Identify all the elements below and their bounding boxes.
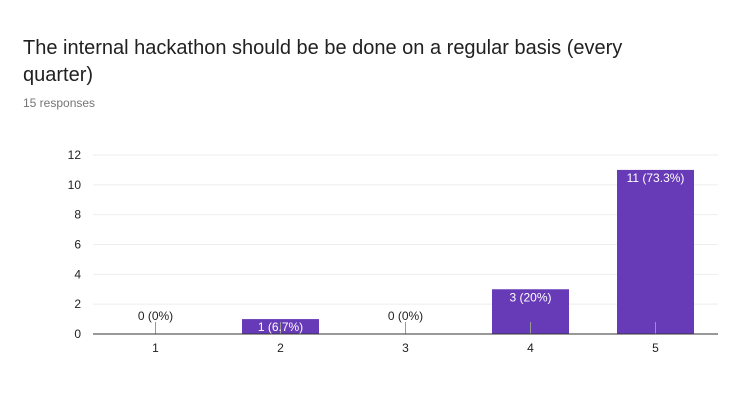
bar [617,169,694,334]
x-tick-label: 5 [652,341,659,355]
data-label: 3 (20%) [509,290,551,304]
bar-layer [242,169,694,334]
x-tick-label: 3 [402,341,409,355]
grid-layer [93,154,718,305]
y-tick-label: 6 [74,238,81,252]
data-label: 0 (0%) [138,309,173,323]
label-layer: 0 (0%) 1 (6.7%) 0 (0%) 3 (20%) 11 (73.3%) [138,171,685,334]
data-label: 0 (0%) [388,309,423,323]
response-count: 15 responses [23,96,96,110]
y-tick-label: 4 [74,267,81,281]
data-label: 11 (73.3%) [627,171,685,185]
y-tick-label: 0 [74,327,81,341]
y-tick-label: 10 [68,178,82,192]
x-tick-label: 4 [527,341,534,355]
x-tick-label: 2 [277,341,284,355]
question-title: The internal hackathon should be be done… [23,37,623,86]
y-tick-label: 12 [68,148,82,162]
data-label: 1 (6.7%) [258,320,303,334]
y-tick-label: 8 [74,208,81,222]
x-tick-label: 1 [152,341,159,355]
y-tick-label: 2 [74,297,81,311]
